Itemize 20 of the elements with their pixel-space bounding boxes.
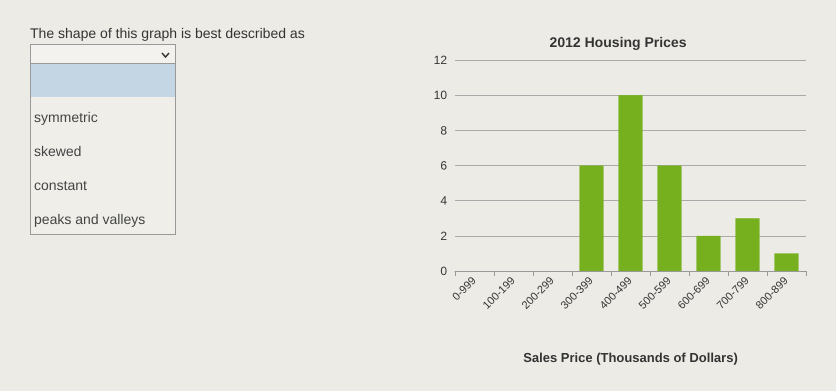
bar — [735, 218, 760, 271]
text: constant — [34, 177, 87, 193]
y-tick-label: 10 — [434, 88, 448, 102]
text: skewed — [34, 143, 82, 159]
y-tick-label: 6 — [440, 158, 448, 172]
text: The shape of this graph is best described as — [30, 25, 305, 41]
text: peaks and valleys — [34, 211, 146, 227]
bar — [657, 166, 682, 271]
bar — [774, 253, 799, 271]
text: symmetric — [34, 109, 98, 125]
y-tick-label: 12 — [434, 53, 448, 67]
y-tick-label: 2 — [440, 228, 448, 243]
y-tick-label: 4 — [440, 194, 448, 208]
y-tick-label: 0 — [440, 264, 448, 278]
bar — [618, 95, 643, 271]
x-axis-title: Sales Price (Thousands of Dollars) — [523, 350, 738, 365]
chart-title: 2012 Housing Prices — [550, 34, 687, 50]
y-tick-label: 8 — [440, 123, 448, 138]
bar — [696, 236, 721, 271]
bar — [579, 166, 604, 271]
